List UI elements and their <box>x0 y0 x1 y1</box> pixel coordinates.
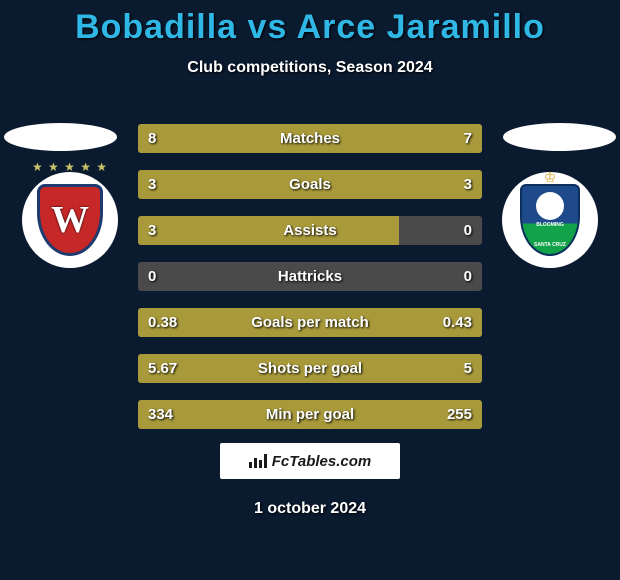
shield-left: W <box>37 184 103 256</box>
team-right-bottom-text: SANTA CRUZ <box>522 242 578 248</box>
stat-label: Goals per match <box>138 308 482 337</box>
stat-row: 30Assists <box>138 216 482 245</box>
stat-row: 5.675Shots per goal <box>138 354 482 383</box>
stats-container: 87Matches 33Goals 30Assists 00Hattricks 0.38… <box>138 124 482 446</box>
stat-row: 0.380.43Goals per match <box>138 308 482 337</box>
stat-label: Assists <box>138 216 482 245</box>
stat-label: Shots per goal <box>138 354 482 383</box>
stat-row: 33Goals <box>138 170 482 199</box>
team-right-top-text: BLOOMING <box>522 222 578 228</box>
stars-icon: ★ ★ ★ ★ ★ <box>22 160 118 174</box>
stat-label: Goals <box>138 170 482 199</box>
stat-row: 87Matches <box>138 124 482 153</box>
stat-label: Matches <box>138 124 482 153</box>
stat-row: 00Hattricks <box>138 262 482 291</box>
stat-label: Hattricks <box>138 262 482 291</box>
chart-icon <box>249 454 267 468</box>
subtitle: Club competitions, Season 2024 <box>0 59 620 77</box>
team-left-letter: W <box>51 198 89 242</box>
team-badge-left: ★ ★ ★ ★ ★ W <box>22 172 118 268</box>
brand-label: FcTables.com <box>272 453 371 470</box>
date-text: 1 october 2024 <box>0 500 620 518</box>
shield-right: ♔ BLOOMING SANTA CRUZ <box>520 184 580 256</box>
team-badge-right: ♔ BLOOMING SANTA CRUZ <box>502 172 598 268</box>
crest-circle <box>536 192 564 220</box>
oval-shadow-left <box>4 123 117 151</box>
stat-label: Min per goal <box>138 400 482 429</box>
brand-box[interactable]: FcTables.com <box>220 443 400 479</box>
crown-icon: ♔ <box>530 172 570 184</box>
page-title: Bobadilla vs Arce Jaramillo <box>0 0 620 47</box>
stat-row: 334255Min per goal <box>138 400 482 429</box>
oval-shadow-right <box>503 123 616 151</box>
